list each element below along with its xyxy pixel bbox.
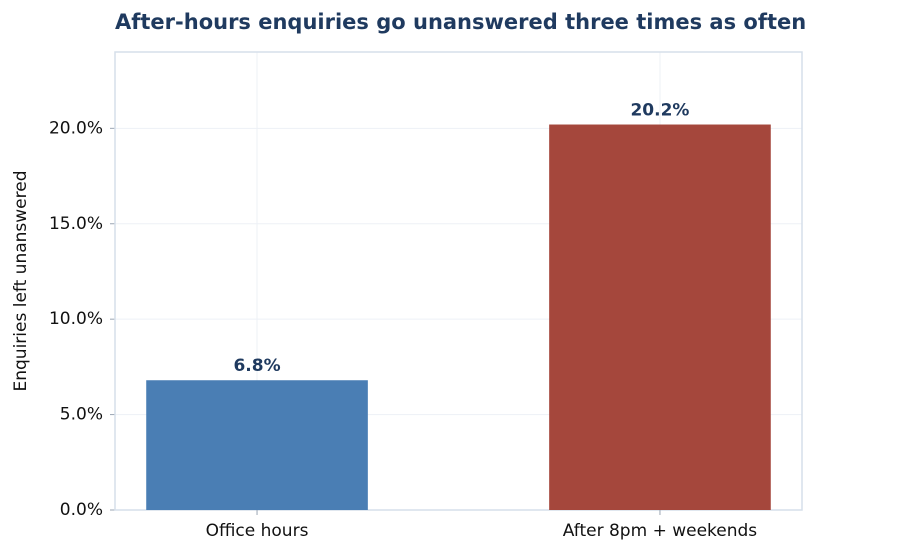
value-label: 6.8%: [233, 356, 280, 376]
plot-frame: [114, 51, 803, 511]
y-tick-label: 0.0%: [60, 500, 103, 520]
y-tick-label: 15.0%: [49, 214, 103, 234]
y-axis-label: Enquiries left unanswered: [11, 171, 31, 392]
chart-title: After-hours enquiries go unanswered thre…: [115, 10, 806, 34]
bar: [146, 380, 368, 510]
y-tick-label: 5.0%: [60, 405, 103, 425]
y-tick-label: 10.0%: [49, 309, 103, 329]
value-label: 20.2%: [630, 101, 689, 121]
bar: [549, 124, 771, 511]
y-tick-label: 20.0%: [49, 118, 103, 138]
x-tick-label: After 8pm + weekends: [563, 521, 758, 541]
x-tick-label: Office hours: [206, 521, 309, 541]
